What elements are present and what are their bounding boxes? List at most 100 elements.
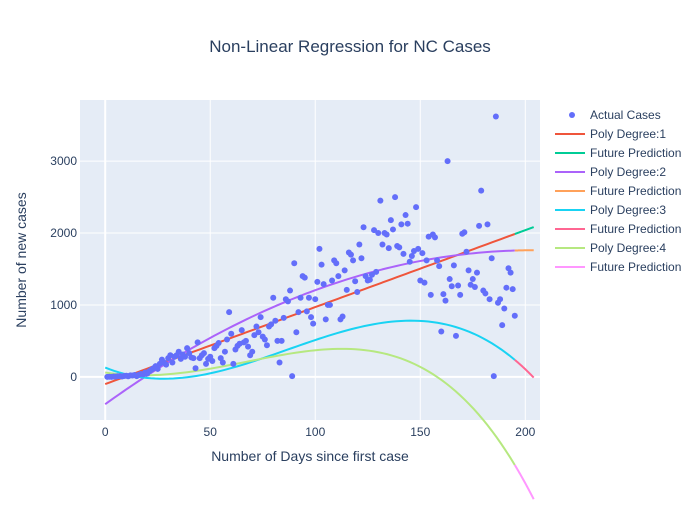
data-point[interactable]	[438, 329, 444, 335]
data-point[interactable]	[239, 327, 245, 333]
data-point[interactable]	[272, 318, 278, 324]
data-point[interactable]	[478, 188, 484, 194]
data-point[interactable]	[508, 270, 514, 276]
data-point[interactable]	[329, 277, 335, 283]
data-point[interactable]	[451, 262, 457, 268]
data-point[interactable]	[463, 249, 469, 255]
data-point[interactable]	[497, 296, 503, 302]
data-point[interactable]	[476, 223, 482, 229]
data-point[interactable]	[281, 315, 287, 321]
data-point[interactable]	[472, 284, 478, 290]
data-point[interactable]	[298, 295, 304, 301]
data-point[interactable]	[457, 292, 463, 298]
data-point[interactable]	[230, 361, 236, 367]
data-point[interactable]	[350, 257, 356, 263]
data-point[interactable]	[499, 322, 505, 328]
data-point[interactable]	[224, 336, 230, 342]
data-point[interactable]	[445, 158, 451, 164]
data-point[interactable]	[379, 242, 385, 248]
data-point[interactable]	[428, 292, 434, 298]
data-point[interactable]	[291, 260, 297, 266]
data-point[interactable]	[169, 359, 175, 365]
data-point[interactable]	[358, 255, 364, 261]
data-point[interactable]	[442, 298, 448, 304]
data-point[interactable]	[249, 349, 255, 355]
data-point[interactable]	[327, 302, 333, 308]
data-point[interactable]	[447, 276, 453, 282]
data-point[interactable]	[386, 245, 392, 251]
data-point[interactable]	[510, 286, 516, 292]
data-point[interactable]	[503, 285, 509, 291]
data-point[interactable]	[501, 306, 507, 312]
data-point[interactable]	[216, 340, 222, 346]
data-point[interactable]	[285, 298, 291, 304]
data-point[interactable]	[256, 329, 262, 335]
data-point[interactable]	[245, 344, 251, 350]
data-point[interactable]	[449, 283, 455, 289]
data-point[interactable]	[228, 331, 234, 337]
data-point[interactable]	[415, 246, 421, 252]
data-point[interactable]	[344, 287, 350, 293]
data-point[interactable]	[390, 226, 396, 232]
data-point[interactable]	[405, 221, 411, 227]
data-point[interactable]	[432, 234, 438, 240]
data-point[interactable]	[388, 217, 394, 223]
data-point[interactable]	[333, 260, 339, 266]
data-point[interactable]	[258, 314, 264, 320]
data-point[interactable]	[396, 244, 402, 250]
data-point[interactable]	[461, 229, 467, 235]
data-point[interactable]	[295, 309, 301, 315]
data-point[interactable]	[319, 262, 325, 268]
data-point[interactable]	[470, 276, 476, 282]
data-point[interactable]	[321, 281, 327, 287]
data-point[interactable]	[310, 321, 316, 327]
data-point[interactable]	[163, 362, 169, 368]
data-point[interactable]	[354, 289, 360, 295]
data-point[interactable]	[489, 255, 495, 261]
data-point[interactable]	[289, 373, 295, 379]
data-point[interactable]	[413, 204, 419, 210]
data-point[interactable]	[253, 324, 259, 330]
data-point[interactable]	[340, 313, 346, 319]
data-point[interactable]	[361, 224, 367, 230]
data-point[interactable]	[392, 194, 398, 200]
data-point[interactable]	[312, 296, 318, 302]
data-point[interactable]	[195, 339, 201, 345]
data-point[interactable]	[419, 250, 425, 256]
data-point[interactable]	[209, 358, 215, 364]
data-point[interactable]	[482, 290, 488, 296]
data-point[interactable]	[398, 221, 404, 227]
data-point[interactable]	[302, 275, 308, 281]
data-point[interactable]	[453, 333, 459, 339]
data-point[interactable]	[377, 198, 383, 204]
data-point[interactable]	[270, 295, 276, 301]
data-point[interactable]	[400, 251, 406, 257]
data-point[interactable]	[314, 279, 320, 285]
data-point[interactable]	[352, 278, 358, 284]
data-point[interactable]	[474, 270, 480, 276]
data-point[interactable]	[348, 252, 354, 258]
data-point[interactable]	[455, 283, 461, 289]
data-point[interactable]	[424, 257, 430, 263]
data-point[interactable]	[434, 257, 440, 263]
data-point[interactable]	[335, 273, 341, 279]
data-point[interactable]	[308, 314, 314, 320]
data-point[interactable]	[304, 308, 310, 314]
data-point[interactable]	[436, 263, 442, 269]
data-point[interactable]	[484, 221, 490, 227]
data-point[interactable]	[407, 259, 413, 265]
data-point[interactable]	[466, 267, 472, 273]
data-point[interactable]	[512, 313, 518, 319]
data-point[interactable]	[356, 242, 362, 248]
data-point[interactable]	[226, 309, 232, 315]
data-point[interactable]	[279, 338, 285, 344]
data-point[interactable]	[375, 230, 381, 236]
data-point[interactable]	[243, 338, 249, 344]
data-point[interactable]	[306, 295, 312, 301]
data-point[interactable]	[264, 342, 270, 348]
data-point[interactable]	[421, 280, 427, 286]
data-point[interactable]	[384, 231, 390, 237]
data-point[interactable]	[403, 212, 409, 218]
data-point[interactable]	[293, 329, 299, 335]
data-point[interactable]	[190, 355, 196, 361]
